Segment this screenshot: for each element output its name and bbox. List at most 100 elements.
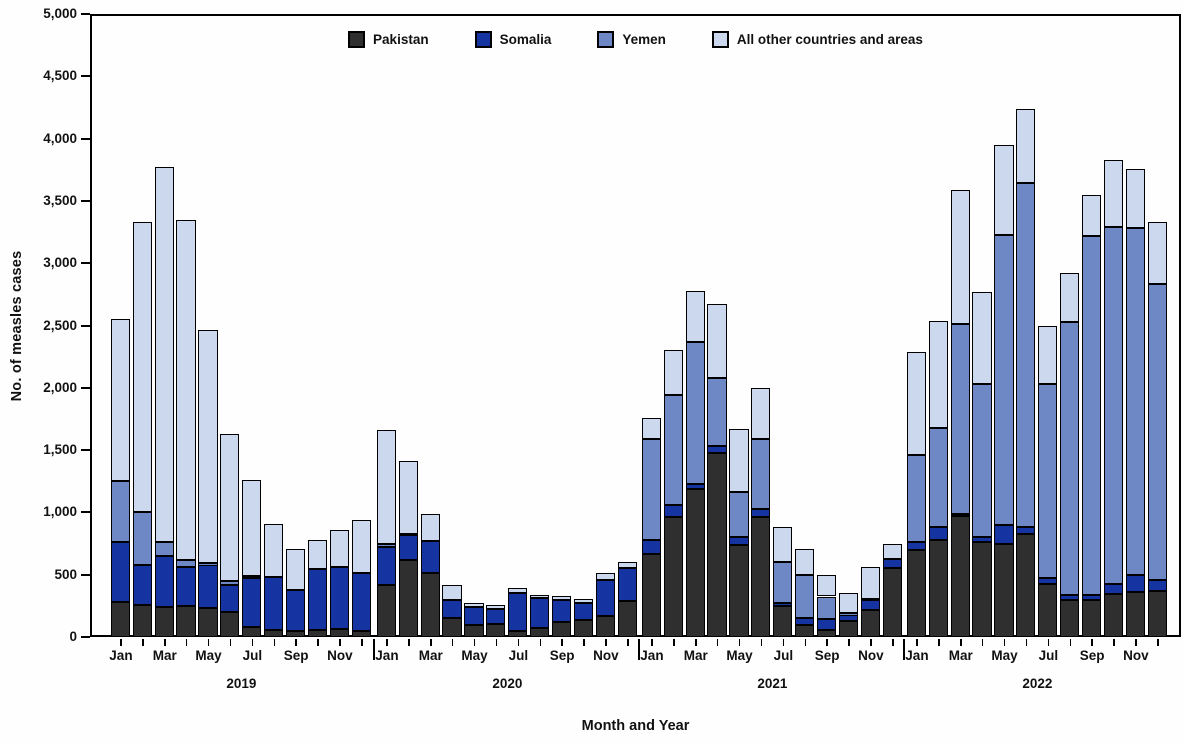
- month-tick-label: Nov: [327, 648, 353, 663]
- bar-segment-yemen-apr-2021: [707, 378, 727, 447]
- bar-segment-yemen-may-2021: [729, 491, 749, 537]
- bar-segment-all-other-countries-and-areas-mar-2021: [685, 291, 705, 343]
- legend-label: All other countries and areas: [736, 32, 923, 47]
- x-axis-tick: [848, 639, 850, 646]
- x-axis-tick: [960, 639, 962, 646]
- month-tick-label: Mar: [418, 648, 443, 663]
- bar-segment-pakistan-dec-2020: [617, 601, 637, 637]
- bar-segment-all-other-countries-and-areas-nov-2022: [1125, 168, 1145, 228]
- bar-segment-all-other-countries-and-areas-nov-2019: [329, 530, 349, 568]
- bar-segment-all-other-countries-and-areas-nov-2020: [595, 573, 615, 580]
- bar-segment-somalia-oct-2019: [307, 569, 328, 631]
- bar-segment-pakistan-may-2020: [464, 625, 484, 637]
- bar-segment-pakistan-dec-2019: [351, 630, 371, 637]
- x-axis-tick: [295, 639, 297, 646]
- y-axis-tick: [81, 511, 90, 514]
- x-axis-tick: [938, 639, 940, 646]
- month-tick-label: Jul: [242, 648, 263, 663]
- month-tick-label: Sep: [283, 648, 309, 663]
- bar-segment-yemen-sep-2022: [1081, 235, 1102, 596]
- bar-segment-pakistan-jan-2020: [376, 585, 396, 637]
- y-axis-tick-label: 1,500: [43, 442, 77, 458]
- bar-segment-all-other-countries-and-areas-apr-2020: [442, 585, 462, 601]
- legend-swatch-icon: [711, 31, 729, 48]
- bar-segment-all-other-countries-and-areas-aug-2020: [530, 594, 550, 599]
- bar-segment-all-other-countries-and-areas-dec-2021: [882, 544, 902, 559]
- bar-segment-all-other-countries-and-areas-oct-2022: [1103, 159, 1124, 228]
- bar-segment-pakistan-mar-2021: [685, 489, 705, 637]
- bar-segment-somalia-jan-2020: [376, 546, 396, 586]
- bar-segment-yemen-jan-2019: [110, 480, 130, 542]
- bar-segment-all-other-countries-and-areas-aug-2021: [795, 549, 815, 575]
- bar-segment-all-other-countries-and-areas-may-2021: [729, 428, 749, 492]
- y-axis-tick: [81, 262, 90, 265]
- bar-segment-all-other-countries-and-areas-jun-2019: [220, 433, 240, 581]
- bar-segment-somalia-may-2022: [994, 524, 1014, 544]
- bar-segment-pakistan-apr-2020: [442, 617, 462, 637]
- x-axis-tick: [916, 639, 918, 646]
- bar-segment-all-other-countries-and-areas-sep-2020: [551, 595, 572, 601]
- bar-segment-yemen-jun-2021: [751, 438, 771, 509]
- bar-segment-somalia-sep-2020: [551, 600, 572, 623]
- bar-segment-all-other-countries-and-areas-aug-2019: [264, 523, 284, 577]
- bar-segment-yemen-mar-2019: [154, 541, 174, 556]
- bar-segment-all-other-countries-and-areas-apr-2021: [707, 304, 727, 379]
- bar-segment-yemen-feb-2022: [928, 427, 948, 528]
- y-axis-tick-label: 2,000: [43, 379, 77, 395]
- bar-segment-somalia-dec-2020: [617, 567, 637, 602]
- bar-segment-pakistan-nov-2020: [595, 615, 615, 637]
- bar-segment-all-other-countries-and-areas-aug-2022: [1060, 272, 1080, 323]
- x-axis-tick: [517, 639, 520, 646]
- y-axis-tick: [81, 636, 90, 638]
- x-axis-tick: [870, 639, 872, 646]
- legend-label: Somalia: [499, 32, 552, 47]
- y-axis-tick-label: 3,000: [43, 255, 77, 271]
- bar-segment-pakistan-nov-2019: [329, 628, 349, 637]
- bar-segment-all-other-countries-and-areas-jan-2021: [641, 418, 661, 439]
- bar-segment-yemen-apr-2019: [176, 559, 196, 568]
- bar-segment-somalia-oct-2022: [1103, 584, 1124, 594]
- bar-segment-pakistan-feb-2022: [928, 539, 948, 637]
- bar-segment-all-other-countries-and-areas-may-2020: [464, 602, 484, 608]
- bar-segment-pakistan-jun-2021: [751, 516, 771, 637]
- bar-segment-all-other-countries-and-areas-oct-2019: [307, 539, 328, 570]
- x-axis-tick: [1069, 639, 1071, 646]
- month-tick-label: Jan: [905, 648, 929, 663]
- bar-segment-somalia-jan-2019: [110, 541, 130, 603]
- bar-segment-somalia-dec-2021: [882, 558, 902, 569]
- x-axis-tick: [804, 639, 806, 646]
- month-tick-label: Jan: [640, 648, 664, 663]
- bar-segment-all-other-countries-and-areas-sep-2022: [1081, 194, 1102, 236]
- x-axis-tick: [1091, 639, 1093, 646]
- bar-segment-somalia-jun-2021: [751, 508, 771, 517]
- bar-segment-somalia-jan-2021: [641, 540, 661, 554]
- bar-segment-all-other-countries-and-areas-sep-2021: [816, 575, 837, 597]
- x-axis-tick: [892, 639, 894, 646]
- bar-segment-yemen-jul-2019: [242, 575, 262, 579]
- y-axis-tick-label: 5,000: [43, 6, 77, 21]
- month-tick-label: Jul: [508, 648, 529, 663]
- x-axis-tick: [386, 639, 388, 646]
- legend-label: Yemen: [622, 32, 666, 47]
- bar-segment-all-other-countries-and-areas-jan-2019: [110, 319, 130, 481]
- y-axis-tick: [81, 324, 90, 327]
- bar-segment-somalia-jan-2022: [906, 541, 926, 550]
- bar-segment-all-other-countries-and-areas-apr-2022: [972, 291, 992, 385]
- bar-segment-all-other-countries-and-areas-oct-2020: [573, 598, 594, 603]
- bar-segment-all-other-countries-and-areas-jun-2020: [486, 604, 506, 609]
- y-axis-tick: [81, 199, 90, 202]
- y-axis-tick-label: 3,500: [43, 192, 77, 208]
- bar-segment-yemen-feb-2020: [398, 533, 418, 537]
- bar-segment-pakistan-oct-2022: [1103, 594, 1124, 637]
- x-axis-tick: [561, 639, 563, 646]
- x-axis-tick: [1113, 639, 1115, 646]
- x-axis-tick: [142, 639, 144, 646]
- bar-segment-somalia-mar-2022: [950, 513, 970, 517]
- bar-segment-yemen-may-2022: [994, 235, 1014, 525]
- bar-segment-somalia-jul-2019: [242, 578, 262, 628]
- bar-segment-all-other-countries-and-areas-dec-2020: [617, 561, 637, 568]
- bar-segment-pakistan-jan-2022: [906, 549, 926, 637]
- bar-segment-pakistan-oct-2020: [573, 620, 594, 637]
- month-tick-label: Jul: [773, 648, 794, 663]
- bar-segment-all-other-countries-and-areas-jan-2020: [376, 430, 396, 545]
